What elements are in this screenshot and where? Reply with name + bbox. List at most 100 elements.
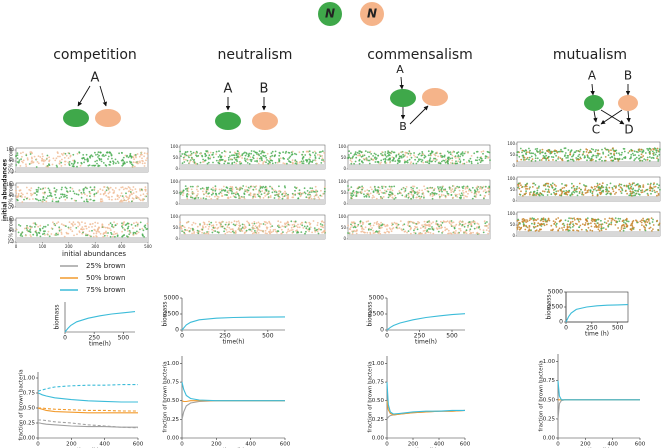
cell	[261, 186, 264, 189]
cell	[426, 160, 429, 162]
cell	[459, 194, 462, 197]
cell	[287, 228, 290, 231]
cell	[467, 192, 469, 195]
cell	[592, 154, 594, 157]
cell	[286, 162, 288, 165]
cell	[639, 220, 642, 223]
cell	[59, 155, 61, 158]
cell	[196, 185, 198, 188]
cell	[542, 194, 545, 197]
cell	[129, 232, 132, 234]
cell	[357, 187, 360, 190]
cell	[208, 154, 211, 157]
cell	[37, 162, 40, 165]
cell	[459, 155, 461, 158]
cell	[265, 187, 268, 190]
cell	[604, 156, 607, 158]
cell	[458, 189, 461, 192]
cell	[655, 151, 658, 154]
cell	[612, 147, 614, 150]
cell	[525, 190, 527, 193]
cell	[231, 230, 234, 233]
cell	[451, 196, 454, 199]
cell	[229, 189, 232, 192]
strip-y-tick-label: 100	[6, 217, 14, 222]
cell	[392, 156, 395, 159]
cell	[69, 190, 72, 193]
cell	[488, 223, 490, 226]
cell	[211, 231, 214, 234]
cell	[625, 218, 627, 221]
cell	[536, 225, 539, 227]
cell	[241, 223, 244, 226]
cell	[654, 185, 657, 188]
cell	[590, 148, 593, 150]
cell	[598, 183, 601, 186]
cell	[323, 224, 326, 227]
cell	[606, 184, 608, 186]
x-tick-label: 500	[118, 335, 130, 342]
cell	[468, 221, 470, 224]
cell	[550, 184, 553, 187]
cell	[43, 225, 45, 228]
cell	[626, 225, 629, 227]
cell	[135, 191, 138, 193]
cell	[388, 227, 391, 230]
y-tick-label: 0.75	[23, 391, 36, 397]
cell	[88, 190, 91, 193]
cell	[182, 194, 184, 197]
y-tick-label: 1.00	[372, 361, 385, 367]
cell	[613, 154, 616, 157]
cell	[186, 195, 189, 198]
cell	[30, 235, 32, 238]
cell	[461, 186, 464, 188]
cell	[43, 160, 45, 163]
cell	[219, 158, 221, 161]
cell	[373, 185, 376, 188]
strip-y-tick-label: 50	[9, 228, 15, 233]
cell	[426, 187, 429, 190]
cell	[630, 223, 633, 225]
strip-ground	[348, 164, 490, 169]
cell	[596, 222, 599, 225]
cell	[373, 196, 375, 199]
cell	[29, 234, 32, 236]
cell	[118, 188, 121, 191]
cell	[77, 225, 79, 228]
cell	[647, 194, 650, 197]
cell	[418, 195, 420, 198]
cell	[119, 194, 122, 197]
cell	[116, 160, 119, 163]
cell	[605, 228, 607, 231]
cell	[551, 186, 554, 189]
cell	[274, 150, 277, 153]
cell	[613, 157, 616, 160]
cell	[42, 196, 45, 198]
cell	[122, 163, 125, 166]
cell	[85, 227, 88, 230]
cell	[524, 193, 526, 196]
cell	[528, 156, 531, 159]
legend-title: initial abundances	[62, 250, 126, 258]
cell	[414, 232, 417, 235]
cell	[252, 193, 255, 196]
y-axis-label: biomass	[546, 295, 553, 320]
cell	[608, 223, 610, 226]
cell	[379, 196, 382, 198]
x-tick-label: 0	[385, 333, 389, 340]
cell	[205, 150, 208, 152]
cell	[316, 224, 319, 227]
cell	[263, 191, 266, 194]
cell	[477, 223, 480, 226]
cell	[421, 232, 423, 235]
cell	[243, 197, 246, 200]
cell	[457, 232, 459, 235]
cell	[654, 147, 657, 150]
cell	[41, 155, 44, 158]
cell	[256, 151, 258, 154]
cell	[396, 162, 399, 165]
cell	[237, 227, 240, 229]
cell	[658, 153, 661, 156]
cell	[590, 159, 593, 162]
cell	[293, 220, 296, 223]
